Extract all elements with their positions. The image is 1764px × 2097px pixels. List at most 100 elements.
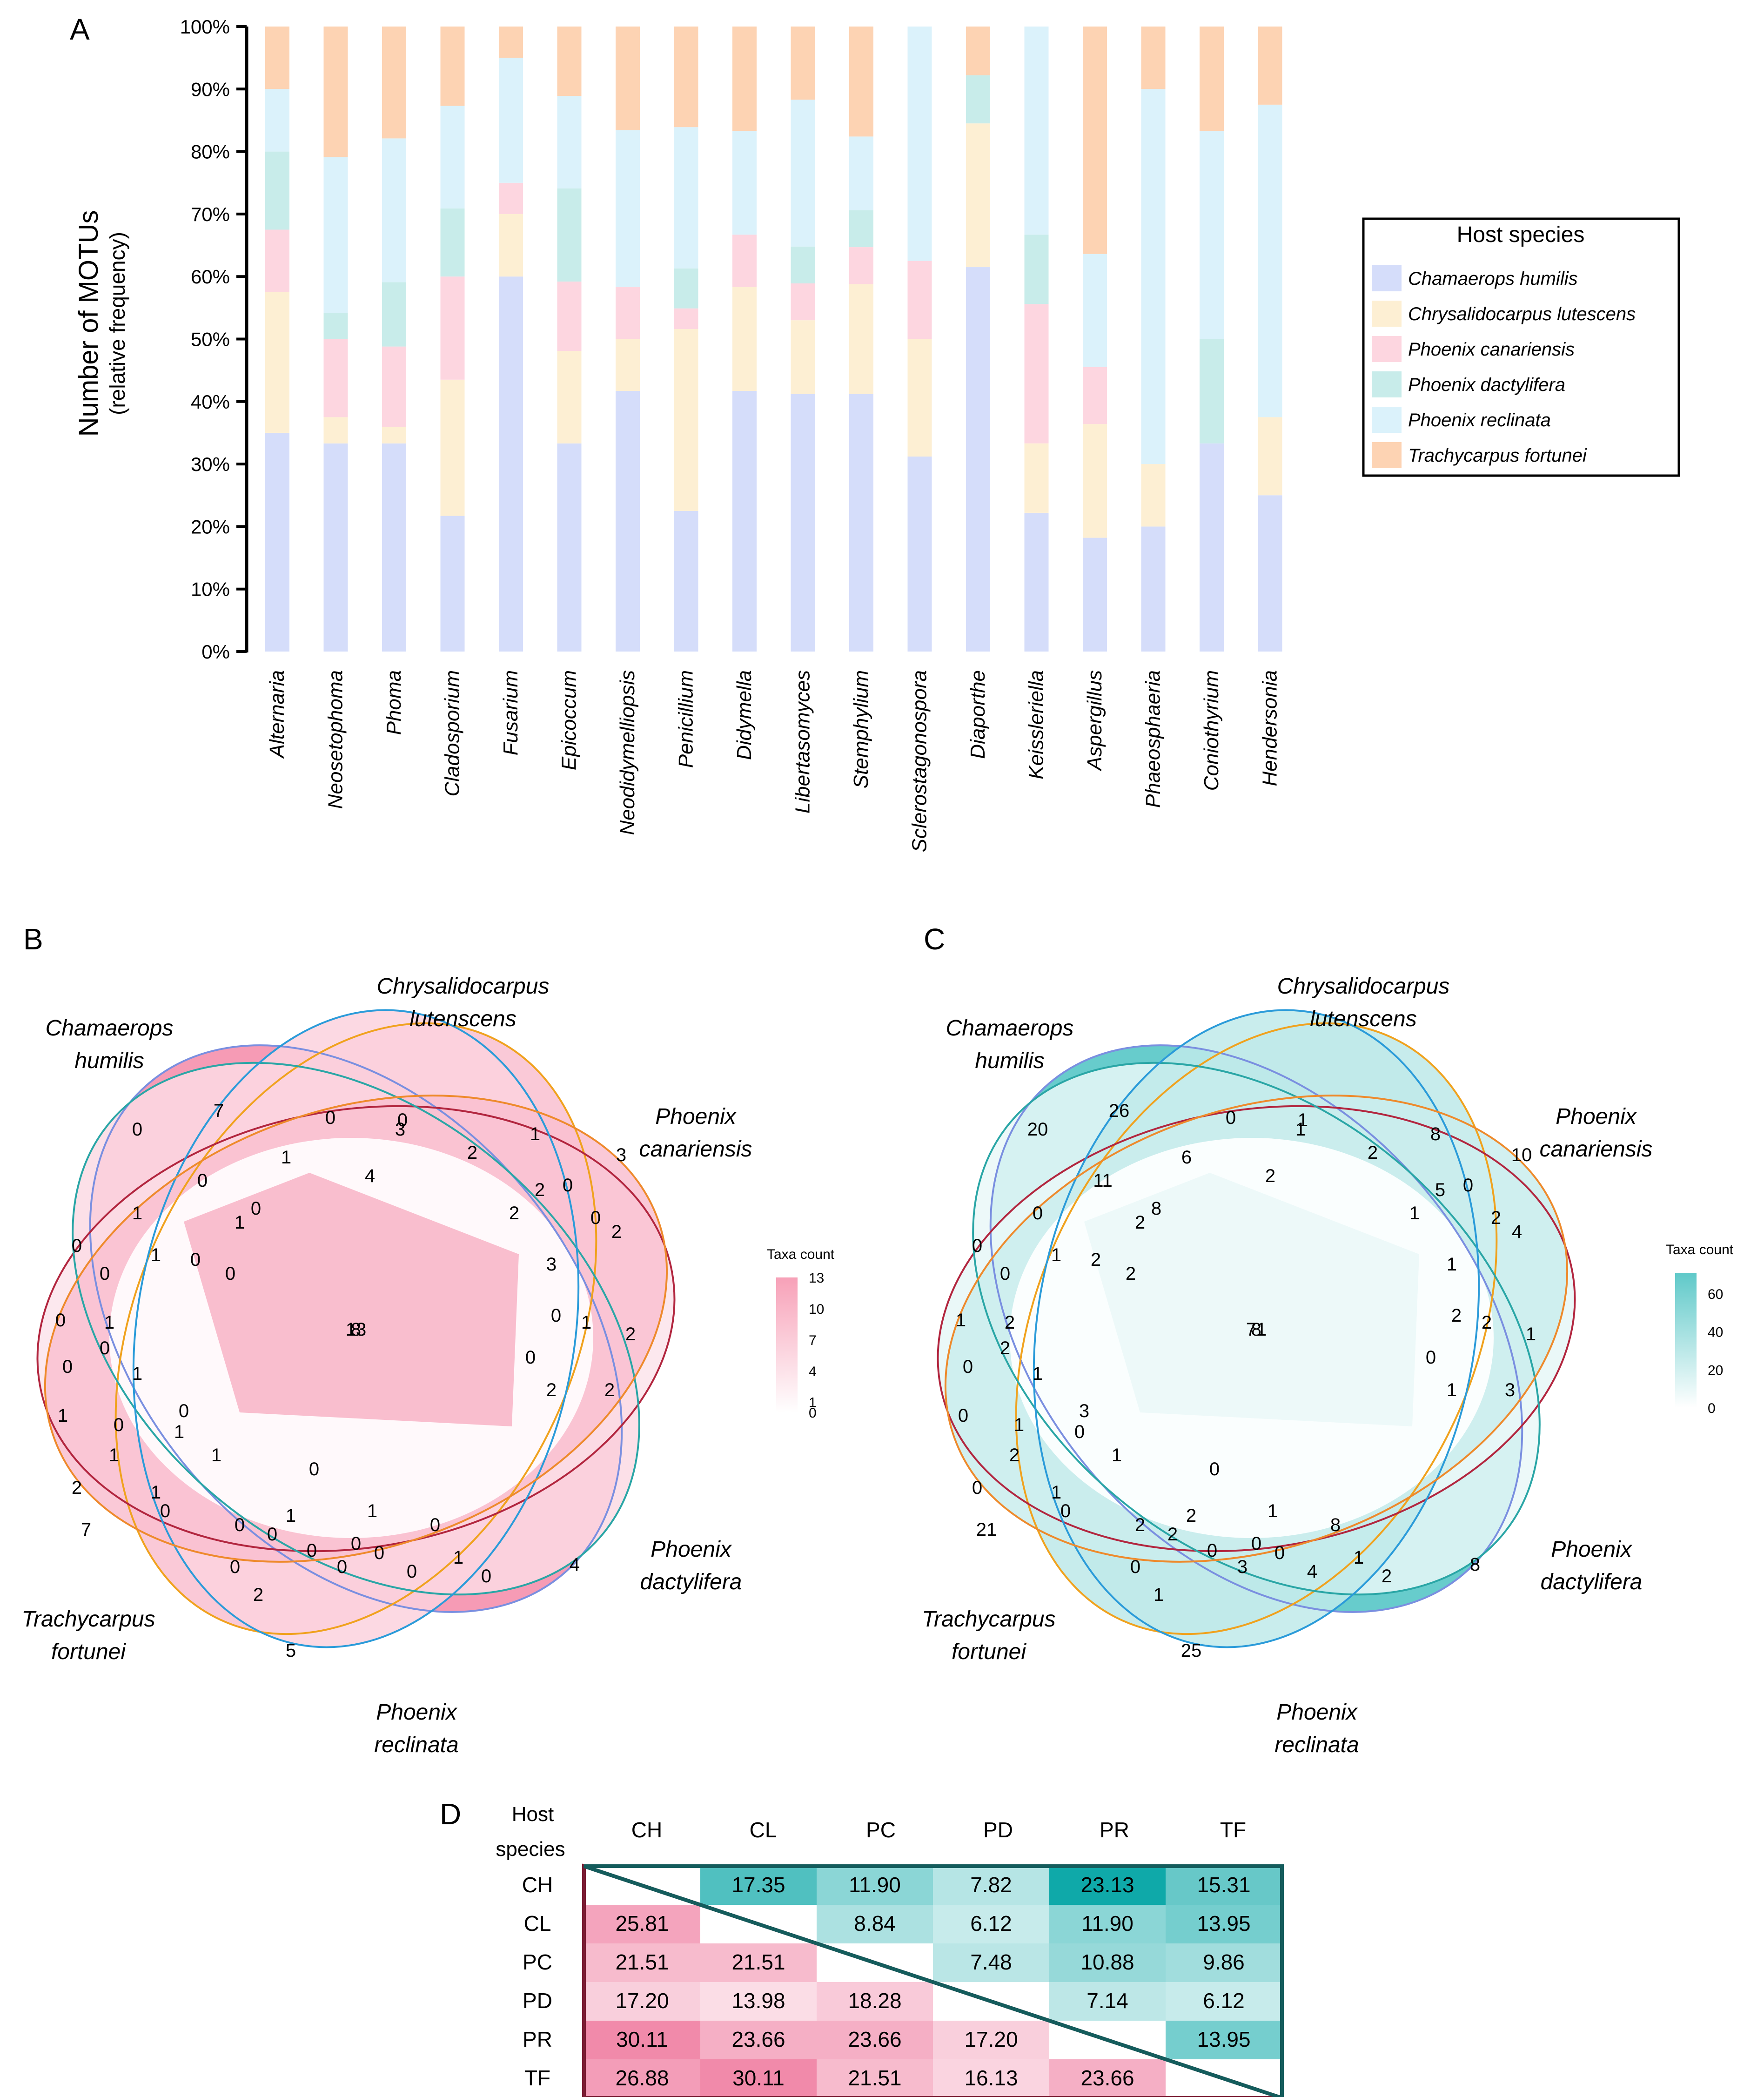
table-lower-value: 23.66	[848, 2027, 901, 2051]
table-upper-cell	[933, 1943, 1049, 1982]
bar-segment	[1200, 131, 1224, 339]
venn-region-count: 0	[972, 1478, 982, 1498]
venn-region-count: 2	[625, 1324, 636, 1344]
venn-region-count: 1	[211, 1445, 221, 1465]
y-tick-label: 70%	[191, 203, 230, 225]
venn-set-outline	[36, 1105, 676, 1553]
venn-legend-tick: 13	[809, 1270, 824, 1286]
bar-segment	[732, 131, 757, 235]
venn-set-label: Phoenix	[376, 1700, 457, 1725]
table-upper-value: 15.31	[1197, 1873, 1250, 1897]
category-label: Didymella	[733, 670, 756, 760]
venn-region-count: 0	[1074, 1422, 1085, 1442]
venn-region-count: 2	[1135, 1212, 1145, 1233]
venn-region-count: 1	[151, 1482, 161, 1503]
venn-set-outline	[944, 1095, 1569, 1563]
venn-set-label: Phoenix	[1276, 1700, 1358, 1725]
category-label: Cladosporium	[441, 670, 464, 796]
legend-item-label: Phoenix dactylifera	[1408, 375, 1565, 395]
legend-swatch	[1372, 265, 1402, 291]
category-label: Hendersonia	[1259, 670, 1281, 786]
venn-set-label: reclinata	[374, 1733, 458, 1757]
table-lower-value: 23.66	[1080, 2066, 1134, 2090]
bar-segment	[499, 27, 523, 58]
venn-set-label: Chrysalidocarpus	[1277, 974, 1450, 999]
venn-region-count: 2	[1000, 1338, 1010, 1358]
table-row-header: CL	[524, 1911, 551, 1936]
bar-segment	[1200, 27, 1224, 131]
bar-segment	[849, 27, 873, 137]
venn-legend-tick: 40	[1708, 1325, 1723, 1340]
venn-region-count: 2	[509, 1203, 519, 1223]
venn-region-count: 0	[190, 1250, 201, 1270]
y-tick-label: 80%	[191, 141, 230, 163]
legend: Host species Chamaerops humilis Chrysalid…	[1362, 217, 1680, 477]
bar-segment	[1083, 367, 1107, 424]
venn-region-count: 0	[55, 1310, 66, 1331]
table-upper-value: 11.90	[1081, 1911, 1134, 1936]
venn-set-label: canariensis	[1540, 1137, 1653, 1162]
table-lower-cell	[817, 2059, 933, 2097]
venn-region-count: 2	[546, 1380, 557, 1400]
venn-region-count: 1	[1154, 1585, 1164, 1605]
venn-region-count: 1	[367, 1501, 377, 1521]
venn-legend-title: Taxa count	[767, 1247, 835, 1262]
venn-region-count: 1	[174, 1422, 184, 1442]
venn-set-label: dactylifera	[640, 1570, 742, 1594]
y-axis-sublabel: (relative frequency)	[105, 232, 129, 415]
table-lower-value: 17.20	[615, 1989, 669, 2013]
venn-region-count: 1	[956, 1310, 966, 1331]
category-label: Epicoccum	[558, 670, 581, 770]
table-corner-line-1: Host	[512, 1803, 554, 1826]
venn-set-label: Phoenix	[651, 1537, 732, 1562]
bar-segment	[1258, 104, 1282, 417]
y-tick-label: 20%	[191, 516, 230, 538]
bar-segment	[265, 292, 289, 433]
venn-region-count: 21	[976, 1519, 997, 1540]
venn-region-count: 2	[1491, 1208, 1501, 1228]
venn-region-count: 0	[525, 1347, 536, 1368]
table-lower-cell	[700, 1982, 817, 2021]
venn-legend-title: Taxa count	[1666, 1242, 1734, 1257]
table-upper-cell	[1049, 1905, 1166, 1943]
legend-swatch	[1372, 371, 1402, 397]
legend-item-label: Phoenix reclinata	[1408, 410, 1551, 430]
venn-legend-tick: 4	[809, 1364, 817, 1379]
venn-region-count: 13	[346, 1319, 367, 1340]
table-lower-value: 23.66	[731, 2027, 785, 2051]
legend-swatch	[1372, 442, 1402, 468]
table-lower-value: 21.51	[731, 1950, 785, 1974]
venn-center-region	[1084, 1173, 1419, 1426]
table-column-header: TF	[1220, 1818, 1246, 1842]
venn-set-label: reclinata	[1274, 1733, 1359, 1757]
legend-title: Host species	[1457, 222, 1585, 247]
category-label: Diaporthe	[966, 670, 989, 759]
venn-region-count: 1	[1051, 1482, 1061, 1503]
table-lower-cell	[1049, 2059, 1166, 2097]
table-lower-cell	[584, 2021, 700, 2059]
bar-segment	[849, 210, 873, 248]
bar-segment	[323, 443, 348, 652]
venn-region-count: 2	[1135, 1515, 1145, 1535]
venn-region-count: 2	[1382, 1566, 1392, 1586]
bar-segment	[1200, 443, 1224, 652]
venn-set-label: humilis	[74, 1048, 144, 1073]
venn-region-count: 7	[81, 1519, 91, 1540]
table-upper-triangle-border	[583, 1864, 1284, 2097]
venn-set-label: lutenscens	[409, 1007, 516, 1031]
bar-segment	[674, 308, 698, 329]
venn-center-region	[184, 1173, 519, 1426]
bar-segment	[1141, 27, 1166, 89]
bar-segment	[557, 27, 582, 96]
table-lower-value: 30.11	[616, 2027, 668, 2051]
venn-region-count: 0	[430, 1515, 440, 1535]
bar-segment	[616, 287, 640, 339]
venn-region-count: 5	[286, 1640, 296, 1661]
venn-region-count: 0	[374, 1543, 384, 1563]
venn-legend-tick: 60	[1708, 1287, 1723, 1302]
venn-region-count: 0	[309, 1459, 319, 1479]
table-lower-value: 13.98	[731, 1989, 785, 2013]
bar-segment	[557, 351, 582, 444]
bar-segment	[1024, 235, 1049, 304]
